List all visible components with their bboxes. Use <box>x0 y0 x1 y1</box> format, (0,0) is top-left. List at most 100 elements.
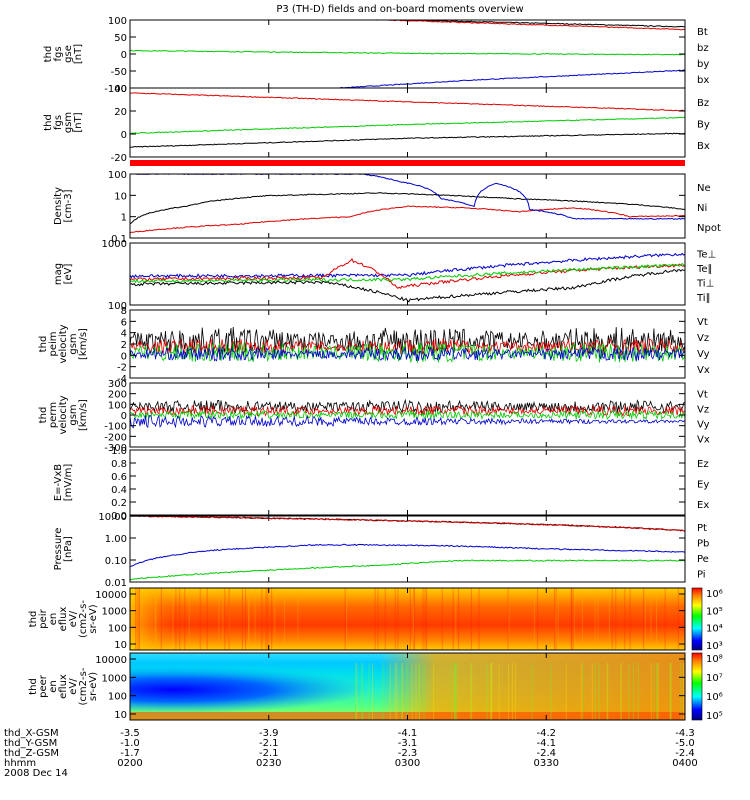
legend-label: Pe <box>697 554 709 565</box>
y-axis-label: fgs <box>53 115 64 130</box>
y-tick-label: 50 <box>114 33 127 44</box>
y-tick-label: 200 <box>108 390 127 401</box>
x-column-value: -2.3 <box>398 748 418 759</box>
legend-label: Pt <box>697 523 707 534</box>
legend-label: Vt <box>697 390 708 401</box>
legend-label: bz <box>697 43 709 54</box>
panel-peer_eflux: 10⁸ 10⁷ 10⁶ 10⁵ 10000 1000 100 10 thd peer en eflux… <box>28 652 723 722</box>
y-axis-label: peim <box>48 331 59 356</box>
series-line-vx <box>129 346 686 362</box>
panel-pressure: 10.00 1.00 0.10 0.01 Pressure [nPa] Pt Pb Pe Pi <box>53 512 709 589</box>
data-gap-bar <box>130 160 685 166</box>
y-tick-label: 0 <box>121 50 127 61</box>
y-axis-label: [km/s] <box>78 399 89 431</box>
y-tick-label: 1.00 <box>105 534 127 545</box>
legend-label: Vt <box>697 317 708 328</box>
y-tick-label: 1000 <box>102 607 127 618</box>
series-line-bz <box>129 92 686 112</box>
y-tick-label: 0.0 <box>111 511 127 522</box>
x-column-value: -1.0 <box>120 738 140 749</box>
x-column-value: -1.7 <box>120 748 140 759</box>
y-tick-label: 0.01 <box>105 578 127 589</box>
legend-label: Vy <box>697 349 710 360</box>
y-tick-label: 8 <box>121 306 127 317</box>
y-tick-label: 0.10 <box>105 556 127 567</box>
y-axis-label: [mV/m] <box>63 464 74 502</box>
y-tick-label: 0 <box>121 411 127 422</box>
figure-title: P3 (TH-D) fields and on-board moments ov… <box>276 4 523 15</box>
legend-label: by <box>697 59 709 70</box>
legend-label: Npot <box>697 223 721 234</box>
legend-label: Vz <box>697 405 709 416</box>
y-tick-label: 10 <box>114 640 127 651</box>
y-axis-label: Pressure <box>53 528 64 571</box>
y-tick-label: -100 <box>104 422 127 433</box>
y-axis-label: en <box>48 613 59 626</box>
x-row-label: thd_Z-GSM <box>4 748 59 759</box>
x-column-value: -3.5 <box>120 728 140 739</box>
y-tick-label: 100 <box>108 170 127 181</box>
x-column-value: -3.1 <box>398 738 418 749</box>
y-axis-label: thd <box>43 114 54 131</box>
y-tick-label: 2 <box>121 340 127 351</box>
y-tick-label: -300 <box>104 443 127 454</box>
colorbar <box>691 652 703 721</box>
x-column-value: 0230 <box>256 758 281 769</box>
x-column-value: -2.1 <box>259 738 279 749</box>
series-line-bx <box>129 132 686 148</box>
x-row-label: thd_Y-GSM <box>4 738 57 749</box>
y-axis-label: peer <box>38 674 49 698</box>
legend-label: Vx <box>697 435 710 446</box>
series-line-pe <box>129 559 686 581</box>
x-column-value: -3.9 <box>259 728 279 739</box>
y-axis-label: thd <box>43 46 54 63</box>
colorbar-label: 10³ <box>706 641 723 652</box>
y-axis-label: thd <box>28 678 39 695</box>
y-tick-label: -100 <box>104 84 127 95</box>
series-line-npot <box>130 173 686 220</box>
y-tick-label: -4 <box>117 374 127 385</box>
x-column-value: -2.1 <box>259 748 279 759</box>
x-column-value: -5.0 <box>675 738 695 749</box>
y-axis-label: en <box>48 680 59 693</box>
y-tick-label: 0.8 <box>111 459 127 470</box>
colorbar-label: 10⁶ <box>706 589 723 600</box>
y-axis-label: E=-VxB <box>53 464 64 501</box>
y-tick-label: 100 <box>108 692 127 703</box>
y-tick-label: 0 <box>121 351 127 362</box>
y-axis-label: thd <box>28 611 39 628</box>
y-axis-label: gsm <box>68 333 79 354</box>
legend-label: Ni <box>697 203 707 214</box>
series-line-vx <box>129 414 686 429</box>
y-tick-label: 1000 <box>102 673 127 684</box>
y-axis-label: [cm-3] <box>63 189 74 222</box>
x-column-value: -2.4 <box>675 748 695 759</box>
legend-label: Te∥ <box>696 264 713 275</box>
y-axis-label: mag <box>53 263 64 285</box>
y-tick-label: 100 <box>108 16 127 27</box>
y-tick-label: 100 <box>108 623 127 634</box>
y-axis-label: [nT] <box>73 44 84 64</box>
y-tick-label: 100 <box>108 301 127 312</box>
colorbar-label: 10⁵ <box>706 711 723 722</box>
y-axis-label: gsm <box>68 404 79 425</box>
y-tick-label: 100 <box>108 400 127 411</box>
legend-label: Ey <box>697 480 709 491</box>
series-line-pi <box>129 543 686 568</box>
y-axis-label: perm <box>48 402 59 428</box>
colorbar-label: 10⁷ <box>706 673 723 684</box>
y-axis-label: fgs <box>53 46 64 61</box>
y-tick-label: 10.00 <box>98 512 127 523</box>
y-axis-label: velocity <box>58 395 69 434</box>
x-column-value: 0300 <box>395 758 420 769</box>
series-line-ti∥ <box>129 262 686 284</box>
y-axis-label: velocity <box>58 324 69 363</box>
y-axis-label: thd <box>38 336 49 353</box>
y-axis-label: (cm2-s- <box>78 667 89 705</box>
heatmap-warm-region <box>130 653 685 720</box>
legend-label: bx <box>697 75 709 86</box>
x-axis-table: thd_X-GSMthd_Y-GSMthd_Z-GSMhhmm-3.5-1.0-… <box>4 728 698 769</box>
y-tick-label: 10000 <box>95 590 127 601</box>
series-line-by <box>129 116 686 135</box>
